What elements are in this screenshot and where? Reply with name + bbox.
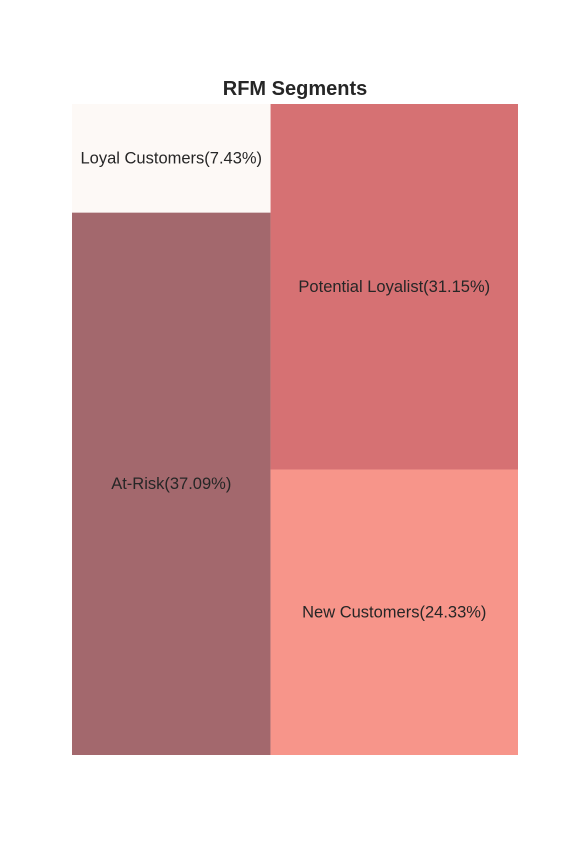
treemap-cell-loyal-customers — [72, 104, 271, 213]
treemap-label-loyal-customers: Loyal Customers(7.43%) — [80, 149, 262, 167]
treemap-cell-potential-loyalist — [270, 104, 518, 470]
treemap-label-potential-loyalist: Potential Loyalist(31.15%) — [298, 278, 490, 296]
treemap-cell-at-risk — [72, 212, 271, 755]
chart-title: RFM Segments — [222, 78, 368, 100]
treemap-label-new-customers: New Customers(24.33%) — [302, 603, 486, 621]
treemap-label-at-risk: At-Risk(37.09%) — [111, 475, 231, 493]
treemap-cell-new-customers — [270, 469, 518, 755]
